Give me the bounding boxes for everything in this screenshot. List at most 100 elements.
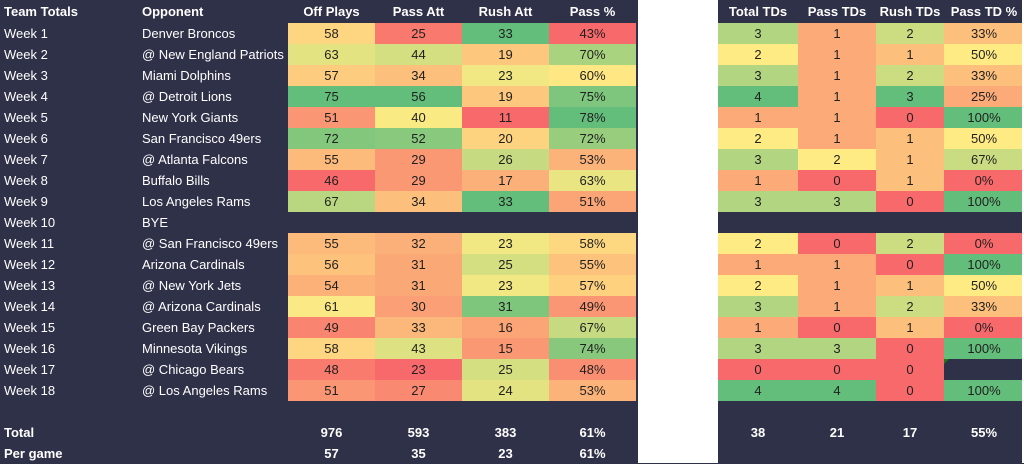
pass-att-value: 52 [375,128,462,149]
table-row: Week 8 Buffalo Bills 46 29 17 63% [0,170,636,191]
column-header: Pass Att [392,4,445,19]
pass-pct-value: 75% [549,86,636,107]
table-row: 3 2 1 67% [718,149,1024,170]
opponent-name: BYE [142,215,169,230]
week-label: Week 1 [4,26,48,41]
rush-att-value: 23 [462,275,549,296]
pass-tds-value: 3 [798,338,876,359]
total-tds-value: 0 [718,359,798,380]
table-row: 1 0 1 0% [718,170,1024,191]
pass-att-value: 32 [375,233,462,254]
left-header-row: Team Totals Opponent Off Plays Pass Att Rush… [0,1,636,22]
pass-td-pct-value: 100% [944,191,1024,212]
table-row: 1 1 0 100% [718,254,1024,275]
table-row: Week 17 @ Chicago Bears 48 23 25 48% [0,359,636,380]
table-row: 3 1 2 33% [718,23,1024,44]
table-row: 3 1 2 33% [718,296,1024,317]
table-separator [638,0,718,463]
table-row: Week 18 @ Los Angeles Rams 51 27 24 53% [0,380,636,401]
pass-tds-value: 0 [798,233,876,254]
week-label: Week 12 [4,257,56,272]
rush-tds-value: 0 [876,107,944,128]
pass-td-pct-value [944,359,1024,380]
off-plays-value: 63 [288,44,375,65]
table-row: Week 10 BYE [0,212,636,233]
rush-tds-value: 2 [876,23,944,44]
table-row: 2 1 1 50% [718,44,1024,65]
pass-att-value: 25 [375,23,462,44]
rush-att-value: 31 [462,296,549,317]
opponent-name: @ Atlanta Falcons [142,152,248,167]
table-row: 1 0 1 0% [718,317,1024,338]
table-row: 2 1 1 50% [718,275,1024,296]
total-tds-value: 3 [718,149,798,170]
opponent-name: New York Giants [142,110,239,125]
cell-comment-flag [944,359,949,364]
rush-att-value: 17 [462,170,549,191]
table-row: Week 16 Minnesota Vikings 58 43 15 74% [0,338,636,359]
pass-pct-value: 53% [549,380,636,401]
pass-tds-value: 0 [798,359,876,380]
pass-pct-value: 63% [549,170,636,191]
off-plays-value: 58 [288,23,375,44]
total-pass-tds: 21 [829,425,845,440]
rush-tds-value: 1 [876,170,944,191]
column-header: Pass TDs [807,4,867,19]
table-row: Week 2 @ New England Patriots 63 44 19 70% [0,44,636,65]
pass-pct-value: 58% [549,233,636,254]
rush-att-value: 25 [462,254,549,275]
week-label: Week 11 [4,236,55,251]
pass-td-pct-value: 0% [944,233,1024,254]
pass-tds-value: 0 [798,317,876,338]
rush-att-value: 33 [462,23,549,44]
opponent-name: @ Detroit Lions [142,89,232,104]
off-plays-value: 67 [288,191,375,212]
per-game-row: Per game 57 35 23 61% [0,443,636,464]
team-totals-table: Team Totals Opponent Off Plays Pass Att Rush… [0,1,636,464]
week-label: Week 13 [4,278,56,293]
pass-pct-value: 53% [549,149,636,170]
table-row: Week 11 @ San Francisco 49ers 55 32 23 58% [0,233,636,254]
pass-pct-value: 43% [549,23,636,44]
off-plays-value: 58 [288,338,375,359]
off-plays-value: 61 [288,296,375,317]
total-tds-value: 4 [718,86,798,107]
off-plays-value: 55 [288,149,375,170]
off-plays-value: 57 [288,65,375,86]
right-total-row: 38 21 17 55% [718,422,1024,443]
pass-tds-value: 4 [798,380,876,401]
week-label: Week 14 [4,299,56,314]
opponent-name: Arizona Cardinals [142,257,245,272]
table-row [718,212,1024,233]
rush-att-value: 24 [462,380,549,401]
column-header: Pass % [569,4,616,19]
rush-tds-value: 1 [876,128,944,149]
total-tds-value: 1 [718,107,798,128]
off-plays-value: 51 [288,380,375,401]
pass-att-value: 34 [375,65,462,86]
total-rush-att: 383 [494,425,517,440]
opponent-name: Miami Dolphins [142,68,231,83]
week-label: Week 10 [4,215,56,230]
opponent-name: @ Chicago Bears [142,362,245,377]
rush-tds-value: 1 [876,149,944,170]
rush-att-value: 33 [462,191,549,212]
per-game-label: Per game [4,446,63,461]
per-game-off-plays: 57 [324,446,339,461]
pass-att-value: 56 [375,86,462,107]
pass-pct-value: 67% [549,317,636,338]
per-game-spacer [140,443,288,464]
table-row: 2 1 1 50% [718,128,1024,149]
week-label: Week 3 [4,68,48,83]
pass-td-pct-value: 100% [944,254,1024,275]
rush-tds-value: 0 [876,191,944,212]
opponent-name: @ San Francisco 49ers [142,236,279,251]
total-tds-value: 1 [718,170,798,191]
pass-tds-value: 3 [798,191,876,212]
rush-att-value: 19 [462,86,549,107]
pass-td-pct-value: 33% [944,65,1024,86]
per-game-pass-pct: 61% [579,446,606,461]
rush-tds-value: 1 [876,275,944,296]
week-label: Week 17 [4,362,56,377]
